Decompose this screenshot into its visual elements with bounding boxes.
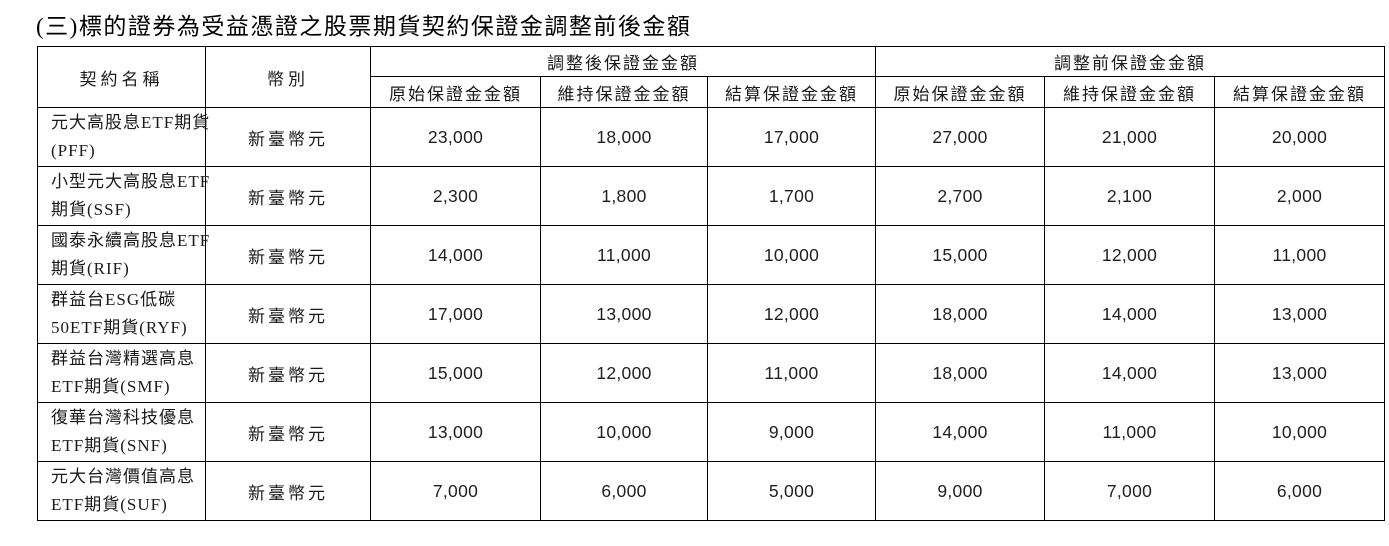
- cell-before-clearing: 13,000: [1214, 343, 1385, 403]
- table-row-pff: 元大高股息ETF期貨 (PFF) 新臺幣元 23,000 18,000 17,0…: [37, 107, 1385, 167]
- contract-name-line: 小型元大高股息ETF: [51, 172, 211, 191]
- cell-before-initial: 18,000: [875, 284, 1045, 344]
- cell-before-maintenance: 7,000: [1044, 461, 1215, 521]
- cell-after-initial: 15,000: [370, 343, 541, 403]
- cell-after-clearing: 12,000: [707, 284, 876, 344]
- cell-before-clearing: 13,000: [1214, 284, 1385, 344]
- cell-after-clearing: 1,700: [707, 166, 876, 226]
- header-after-group: 調整後保證金金額: [370, 46, 876, 77]
- cell-before-initial: 18,000: [875, 343, 1045, 403]
- header-after-initial-margin: 原始保證金金額: [370, 76, 541, 108]
- cell-currency: 新臺幣元: [205, 107, 371, 167]
- cell-currency: 新臺幣元: [205, 343, 371, 403]
- cell-currency: 新臺幣元: [205, 166, 371, 226]
- contract-name-line: 期貨(SSF): [51, 200, 132, 219]
- cell-currency: 新臺幣元: [205, 284, 371, 344]
- cell-contract-name: 元大高股息ETF期貨 (PFF): [37, 107, 211, 167]
- contract-name-line: 50ETF期貨(RYF): [51, 318, 188, 337]
- cell-after-maintenance: 12,000: [540, 343, 708, 403]
- cell-before-initial: 14,000: [875, 402, 1045, 462]
- cell-contract-name: 元大台灣價值高息 ETF期貨(SUF): [37, 461, 206, 521]
- header-after-maintenance-margin: 維持保證金金額: [540, 76, 708, 108]
- cell-after-initial: 2,300: [370, 166, 541, 226]
- cell-currency: 新臺幣元: [205, 225, 371, 285]
- table-row-ssf: 小型元大高股息ETF 期貨(SSF) 新臺幣元 2,300 1,800 1,70…: [37, 166, 1385, 226]
- cell-before-initial: 9,000: [875, 461, 1045, 521]
- table-row-smf: 群益台灣精選高息 ETF期貨(SMF) 新臺幣元 15,000 12,000 1…: [37, 343, 1385, 403]
- cell-before-clearing: 6,000: [1214, 461, 1385, 521]
- cell-after-maintenance: 18,000: [540, 107, 708, 167]
- cell-after-clearing: 9,000: [707, 402, 876, 462]
- cell-before-maintenance: 14,000: [1044, 343, 1215, 403]
- cell-after-maintenance: 13,000: [540, 284, 708, 344]
- cell-before-maintenance: 14,000: [1044, 284, 1215, 344]
- cell-after-maintenance: 10,000: [540, 402, 708, 462]
- contract-name-line: 群益台ESG低碳: [51, 290, 177, 309]
- cell-after-initial: 17,000: [370, 284, 541, 344]
- contract-name-line: 群益台灣精選高息: [51, 349, 195, 368]
- header-currency: 幣別: [205, 46, 371, 108]
- cell-before-clearing: 2,000: [1214, 166, 1385, 226]
- section-title: (三)標的證券為受益憑證之股票期貨契約保證金調整前後金額: [36, 14, 692, 39]
- header-before-maintenance-margin: 維持保證金金額: [1044, 76, 1215, 108]
- table-row-ryf: 群益台ESG低碳 50ETF期貨(RYF) 新臺幣元 17,000 13,000…: [37, 284, 1385, 344]
- cell-contract-name: 復華台灣科技優息 ETF期貨(SNF): [37, 402, 206, 462]
- cell-after-maintenance: 1,800: [540, 166, 708, 226]
- margin-table: 契約名稱 幣別 調整後保證金金額 調整前保證金金額 原始保證金金額 維持保證金金…: [37, 46, 1385, 521]
- contract-name-line: ETF期貨(SMF): [51, 377, 171, 396]
- header-contract-name: 契約名稱: [37, 46, 206, 108]
- contract-name-line: 國泰永續高股息ETF: [51, 231, 211, 250]
- cell-after-initial: 14,000: [370, 225, 541, 285]
- cell-after-maintenance: 6,000: [540, 461, 708, 521]
- table-row-rif: 國泰永續高股息ETF 期貨(RIF) 新臺幣元 14,000 11,000 10…: [37, 225, 1385, 285]
- cell-contract-name: 國泰永續高股息ETF 期貨(RIF): [37, 225, 211, 285]
- cell-contract-name: 群益台ESG低碳 50ETF期貨(RYF): [37, 284, 206, 344]
- cell-after-clearing: 5,000: [707, 461, 876, 521]
- contract-name-line: ETF期貨(SUF): [51, 495, 168, 514]
- header-before-clearing-margin: 結算保證金金額: [1214, 76, 1385, 108]
- cell-before-clearing: 11,000: [1214, 225, 1385, 285]
- header-after-clearing-margin: 結算保證金金額: [707, 76, 876, 108]
- header-row-subcolumns: 原始保證金金額 維持保證金金額 結算保證金金額 原始保證金金額 維持保證金金額 …: [38, 76, 1385, 108]
- header-before-group: 調整前保證金金額: [875, 46, 1385, 77]
- cell-after-clearing: 10,000: [707, 225, 876, 285]
- cell-before-clearing: 20,000: [1214, 107, 1385, 167]
- cell-before-initial: 27,000: [875, 107, 1045, 167]
- contract-name-line: 復華台灣科技優息: [51, 408, 195, 427]
- cell-after-clearing: 11,000: [707, 343, 876, 403]
- cell-currency: 新臺幣元: [205, 402, 371, 462]
- contract-name-line: ETF期貨(SNF): [51, 436, 168, 455]
- contract-name-line: 元大台灣價值高息: [51, 467, 195, 486]
- cell-contract-name: 群益台灣精選高息 ETF期貨(SMF): [37, 343, 206, 403]
- cell-currency: 新臺幣元: [205, 461, 371, 521]
- header-before-initial-margin: 原始保證金金額: [875, 76, 1045, 108]
- cell-before-maintenance: 12,000: [1044, 225, 1215, 285]
- cell-before-maintenance: 21,000: [1044, 107, 1215, 167]
- cell-contract-name: 小型元大高股息ETF 期貨(SSF): [37, 166, 211, 226]
- table-row-suf: 元大台灣價值高息 ETF期貨(SUF) 新臺幣元 7,000 6,000 5,0…: [37, 461, 1385, 521]
- cell-after-maintenance: 11,000: [540, 225, 708, 285]
- cell-after-initial: 7,000: [370, 461, 541, 521]
- cell-after-clearing: 17,000: [707, 107, 876, 167]
- cell-before-clearing: 10,000: [1214, 402, 1385, 462]
- cell-before-initial: 2,700: [875, 166, 1045, 226]
- contract-name-line: 元大高股息ETF期貨: [51, 113, 211, 132]
- cell-before-maintenance: 2,100: [1044, 166, 1215, 226]
- cell-before-initial: 15,000: [875, 225, 1045, 285]
- contract-name-line: (PFF): [51, 141, 96, 160]
- table-row-snf: 復華台灣科技優息 ETF期貨(SNF) 新臺幣元 13,000 10,000 9…: [37, 402, 1385, 462]
- cell-before-maintenance: 11,000: [1044, 402, 1215, 462]
- contract-name-line: 期貨(RIF): [51, 259, 130, 278]
- cell-after-initial: 23,000: [370, 107, 541, 167]
- cell-after-initial: 13,000: [370, 402, 541, 462]
- header-row-groups: 契約名稱 幣別 調整後保證金金額 調整前保證金金額: [37, 46, 1385, 108]
